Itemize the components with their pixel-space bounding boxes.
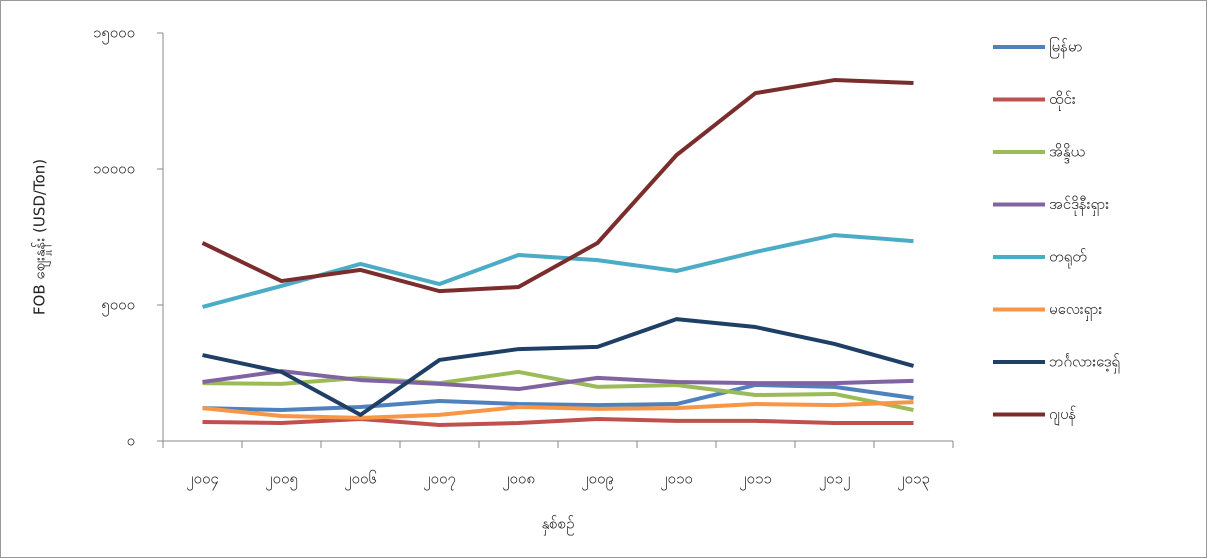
line-series [202,400,914,420]
y-tick-label: ၁၀၀၀၀ [93,160,135,178]
y-tick-label: ၀ [127,432,135,450]
x-tick-label: ၂၀၀၈ [502,470,535,491]
legend-label: မလေးရှား [1049,300,1102,321]
x-tick-label: ၂၀၀၅ [265,470,298,491]
line-series [202,369,914,392]
legend-label: တရုတ် [1049,248,1087,269]
x-tick-label: ၂၀၁၃ [897,470,930,491]
line-series [202,382,914,412]
x-tick-label: ၂၀၁၂ [819,470,851,491]
x-tick-label: ၂၀၁၀ [660,470,693,491]
x-axis-label: နှစ်စဉ် [542,515,575,536]
y-tick-label: ၅၀၀၀ [101,296,135,317]
y-axis-label: FOB ဈေးနှုန်း (USD/Ton) [31,159,52,315]
x-tick-label: ၂၀၀၉ [581,470,614,491]
legend-label: အင်ဒိုနီးရှား [1049,195,1109,216]
x-tick-label: ၂၀၀၇ [423,470,456,491]
legend-label: ဂျပန် [1049,405,1076,426]
x-tick-label: ၂၀၀၆ [344,470,377,491]
x-tick-label: ၂၀၁၁ [739,470,772,491]
legend-label: ဘင်္ဂလားဒေ့ရှ် [1049,353,1120,374]
y-tick-label: ၁၅၀၀၀ [93,24,135,45]
legend-label: အိန္ဒိယ [1049,143,1085,164]
line-series [202,317,915,417]
legend-label: ထိုင်း [1049,90,1076,111]
legend-label: မြန်မာ [1049,37,1083,59]
line-series [201,78,914,294]
line-series [202,369,914,412]
line-series [202,416,914,427]
x-tick-label: ၂၀၀၄ [186,470,219,491]
